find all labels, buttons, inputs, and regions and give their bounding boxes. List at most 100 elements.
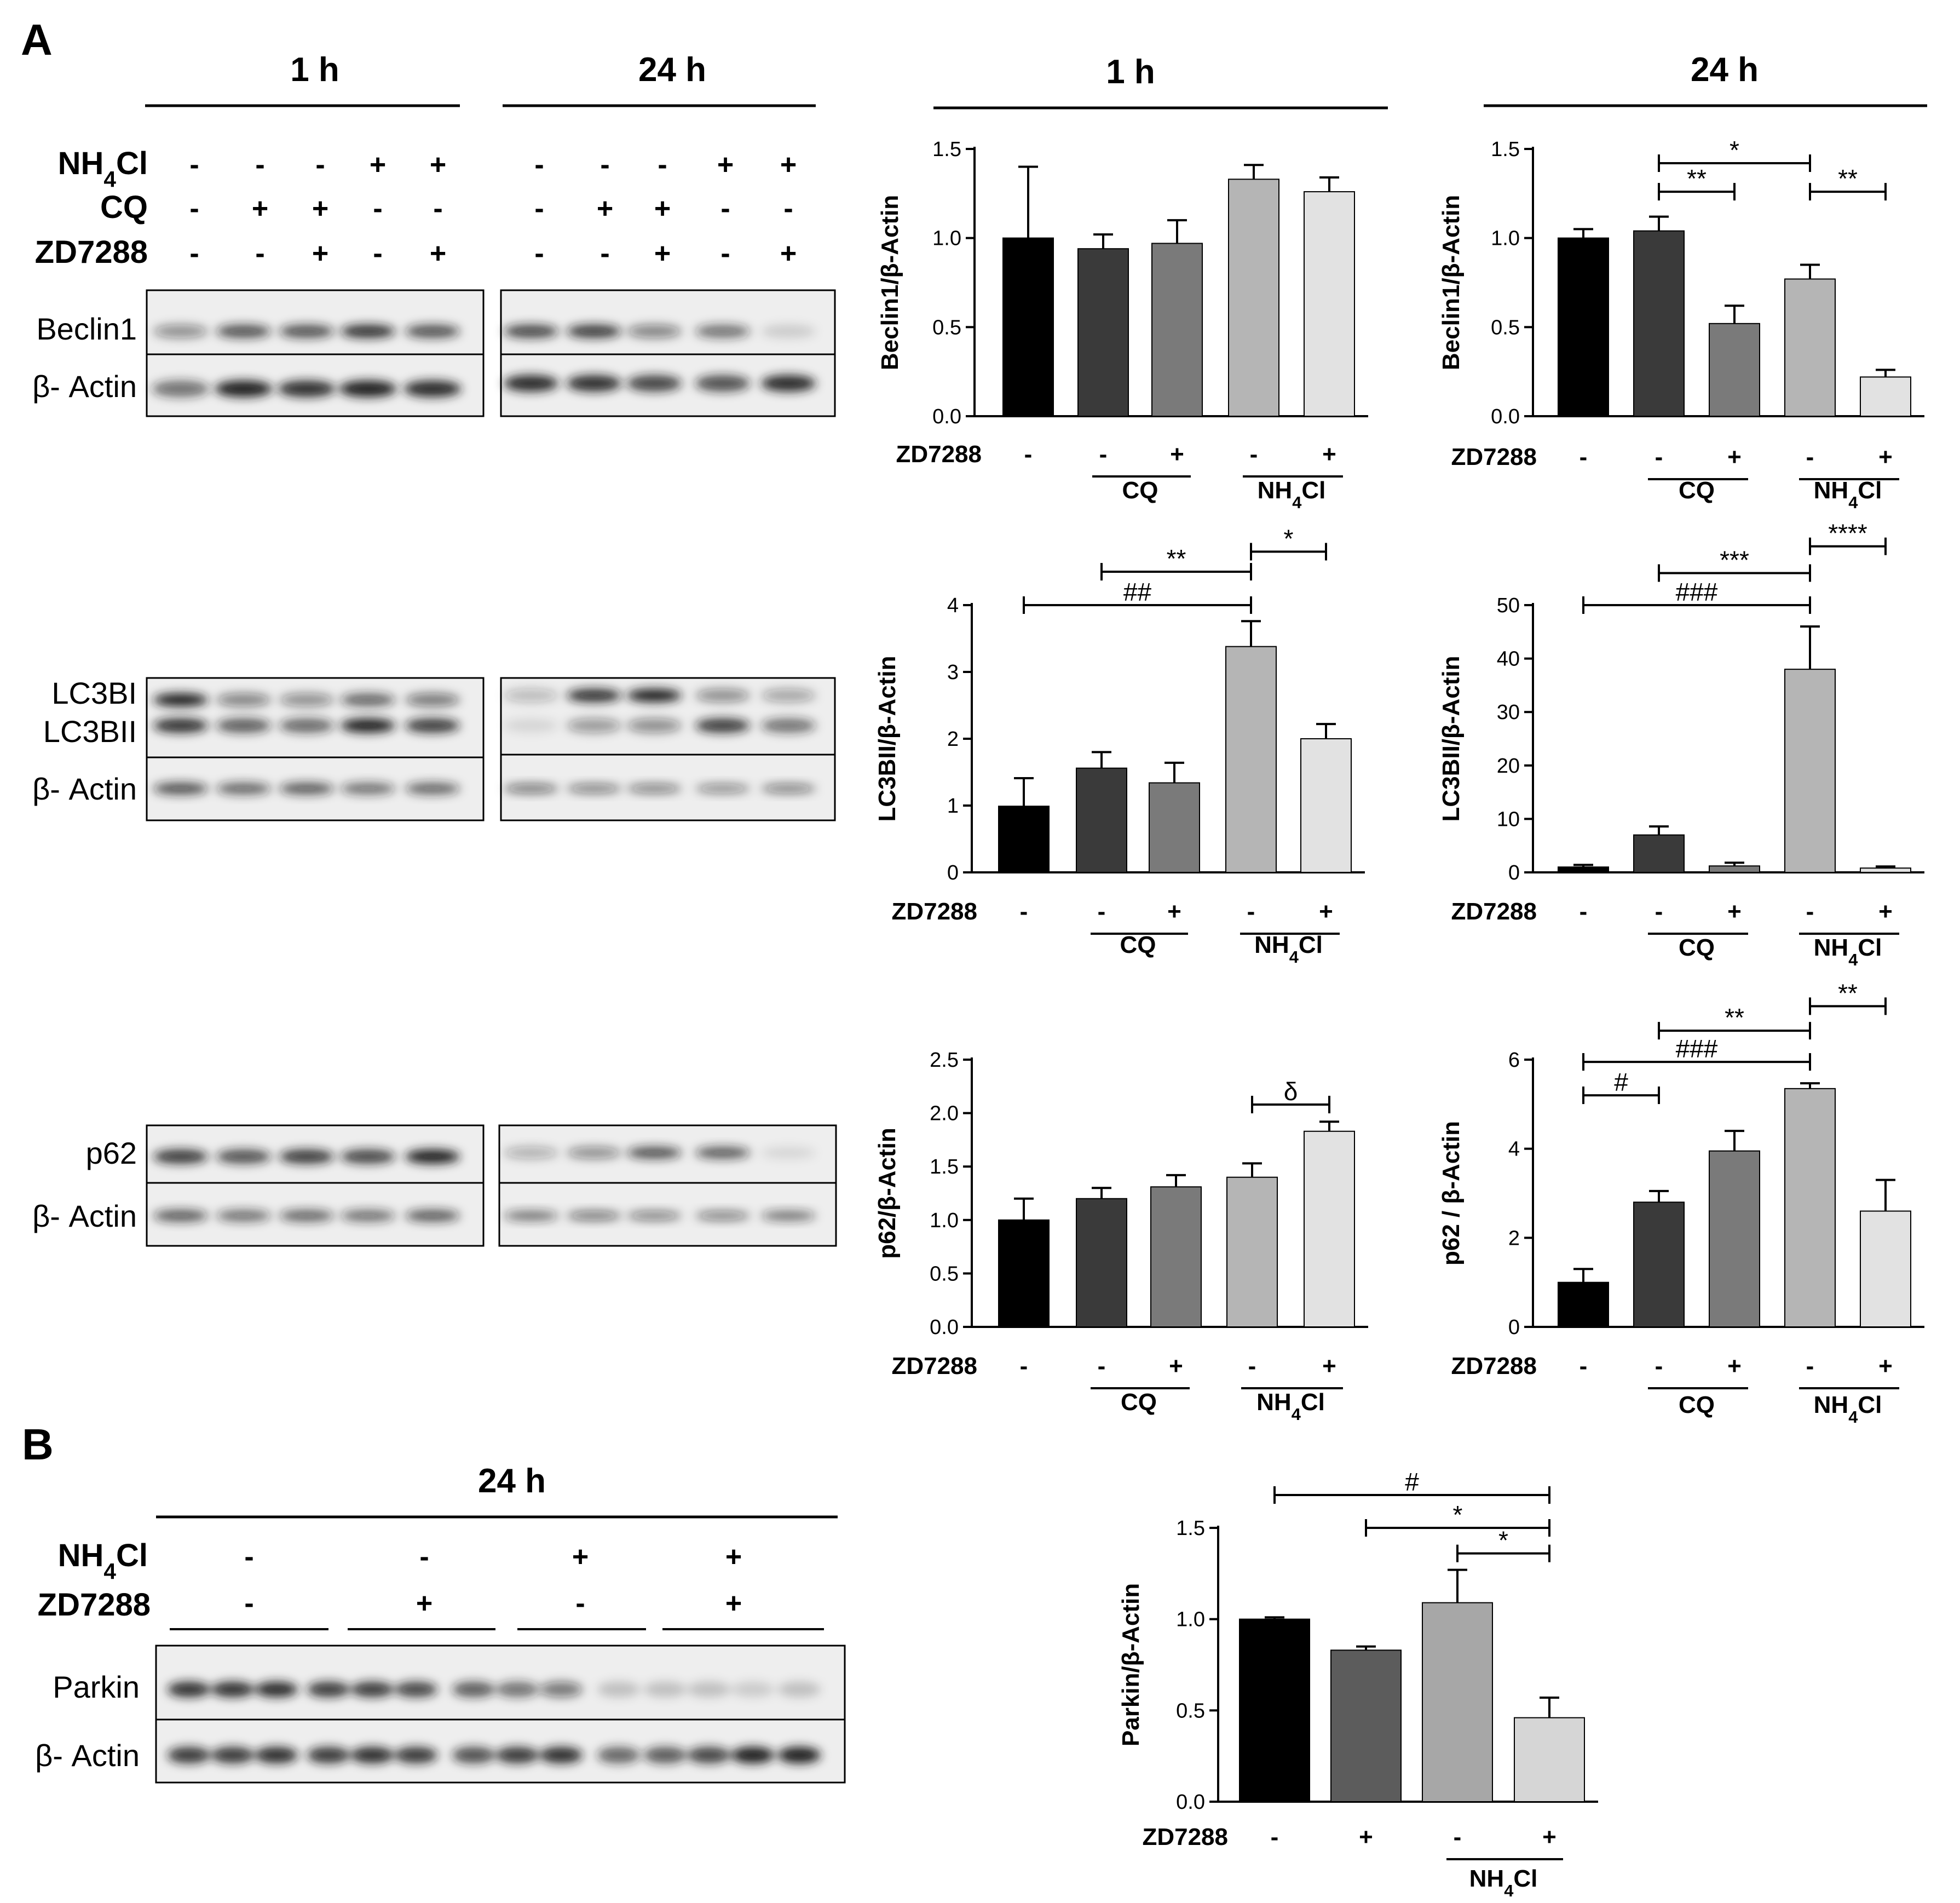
- treatment-sign-1h: +: [312, 193, 328, 225]
- parkin-sign-nh4cl: +: [572, 1541, 589, 1573]
- x-zd7288-sign: +: [1542, 1824, 1557, 1850]
- bands-beclin1-24h-lane: [627, 325, 682, 338]
- bands-parkin-lane: [731, 1682, 774, 1697]
- bands-p62-24h: [504, 1147, 816, 1159]
- treatment-label-zd7288-b: ZD7288: [38, 1587, 151, 1623]
- bar: [1633, 1201, 1685, 1327]
- x-zd7288-sign: -: [1655, 1353, 1663, 1379]
- bar: [1077, 248, 1129, 417]
- treatment-sign-1h: -: [189, 238, 199, 269]
- bands-beclin1-24h-lane: [761, 325, 816, 338]
- sig-label: **: [1167, 544, 1186, 573]
- bands-lc3bi-1h-lane: [341, 693, 395, 706]
- x-zd7288-label: ZD7288: [1142, 1824, 1228, 1850]
- bands-p62-24h-lane: [627, 1147, 682, 1159]
- bar: [1784, 278, 1836, 417]
- sig-label: **: [1838, 979, 1858, 1007]
- blot-beclin1-1h: [146, 289, 485, 417]
- bands-actin-24h-lane: [695, 784, 750, 794]
- blot-label-actin: β- Actin: [32, 772, 137, 806]
- bar: [1149, 782, 1200, 873]
- bands-actin-24h-lane: [627, 1211, 682, 1221]
- y-tick-label: 0.5: [932, 316, 961, 339]
- x-group-nh4cl: NH4Cl: [1469, 1865, 1538, 1900]
- bar: [1330, 1649, 1402, 1802]
- x-zd7288-sign: -: [1806, 444, 1814, 470]
- blot-p62-1h: [146, 1124, 485, 1247]
- x-zd7288-sign: -: [1098, 1353, 1106, 1379]
- x-zd7288-sign: -: [1248, 1353, 1256, 1379]
- bands-beclin1-1h: [153, 325, 460, 338]
- treatment-sign-1h: -: [433, 193, 442, 225]
- y-tick-label: 1.5: [932, 138, 961, 161]
- y-tick-label: 0.5: [1176, 1699, 1205, 1722]
- x-zd7288-sign: +: [1167, 898, 1181, 925]
- blot-label-lc3bii: LC3BII: [43, 714, 137, 749]
- bands-p62-1h-lane: [216, 1149, 271, 1164]
- sig-label: *: [1498, 1526, 1508, 1555]
- bands-beclin1-1h-lane: [216, 325, 271, 338]
- x-zd7288-sign: -: [1020, 898, 1028, 925]
- bands-actin-24h-lane: [567, 784, 621, 794]
- x-zd7288-sign: -: [1579, 1353, 1588, 1379]
- y-tick-label: 1.5: [1491, 138, 1520, 161]
- treatment-sign-24h: -: [600, 149, 609, 181]
- treatment-label-nh4cl-sub: 4: [103, 166, 116, 192]
- bands-beclin1-1h-lane: [279, 325, 334, 338]
- y-tick-label: 0: [1508, 861, 1520, 884]
- x-zd7288-label: ZD7288: [891, 898, 977, 925]
- y-axis-label: Beclin1/β-Actin: [1438, 195, 1465, 370]
- x-zd7288-sign: -: [1806, 898, 1814, 925]
- sig-label: **: [1725, 1003, 1744, 1032]
- treatment-sign-24h: -: [720, 238, 730, 269]
- bands-actin-b-lane: [395, 1747, 437, 1763]
- y-tick-label: 0: [947, 861, 959, 884]
- treatment-sign-1h: +: [430, 149, 446, 181]
- bands-actin-b: [168, 1747, 821, 1763]
- treatment-sign-24h: -: [658, 149, 667, 181]
- x-group-cq: CQ: [1121, 1389, 1157, 1416]
- bands-p62-24h-lane: [504, 1147, 558, 1159]
- bar: [1709, 865, 1760, 873]
- y-tick-label: 0.0: [932, 405, 961, 428]
- bands-p62-24h-lane: [567, 1147, 621, 1159]
- bands-lc3bii-24h-lane: [695, 718, 750, 733]
- panel-letter-a: A: [21, 15, 53, 64]
- x-group-nh4cl: NH4Cl: [1814, 934, 1882, 969]
- treatment-sign-1h: +: [252, 193, 268, 225]
- y-axis-label: p62/β-Actin: [874, 1128, 901, 1259]
- bar: [1422, 1602, 1493, 1803]
- y-axis-label: Beclin1/β-Actin: [877, 195, 903, 370]
- bar: [1076, 1198, 1127, 1328]
- treatment-label-nh4cl-b-sub: 4: [103, 1559, 116, 1584]
- blot-label-parkin: Parkin: [53, 1670, 140, 1704]
- treatment-sign-24h: -: [534, 149, 544, 181]
- y-tick-label: 2: [947, 728, 959, 751]
- y-tick-label: 1.5: [1176, 1517, 1205, 1540]
- bands-actin-24h: [504, 784, 816, 794]
- bands-parkin: [168, 1682, 821, 1697]
- bands-p62-1h: [153, 1149, 460, 1164]
- x-zd7288-sign: -: [1655, 898, 1663, 925]
- bands-actin-24h: [504, 1211, 816, 1221]
- bar: [1558, 237, 1609, 417]
- treatment-sign-24h: +: [654, 193, 671, 225]
- bands-actin-1h-lane: [153, 1210, 208, 1222]
- bands-actin-1h-lane: [215, 381, 273, 397]
- bands-beclin1-1h-lane: [405, 325, 460, 338]
- x-zd7288-sign: +: [1359, 1824, 1373, 1850]
- y-axis-label: p62 / β-Actin: [1438, 1121, 1465, 1266]
- treatment-sign-24h: +: [654, 238, 671, 269]
- bands-actin-1h-lane: [216, 783, 271, 795]
- blot-label-p62: p62: [86, 1136, 137, 1170]
- x-zd7288-sign: -: [1024, 441, 1033, 468]
- blot-header-1h: 1 h: [290, 51, 339, 89]
- bands-actin-b-lane: [644, 1747, 687, 1763]
- bar: [1239, 1618, 1310, 1803]
- y-tick-label: 2: [1508, 1227, 1520, 1250]
- y-tick-label: 4: [1508, 1138, 1520, 1161]
- bar: [1226, 1176, 1278, 1327]
- treatment-sign-24h: +: [597, 193, 613, 225]
- y-tick-label: 0.5: [1491, 316, 1520, 339]
